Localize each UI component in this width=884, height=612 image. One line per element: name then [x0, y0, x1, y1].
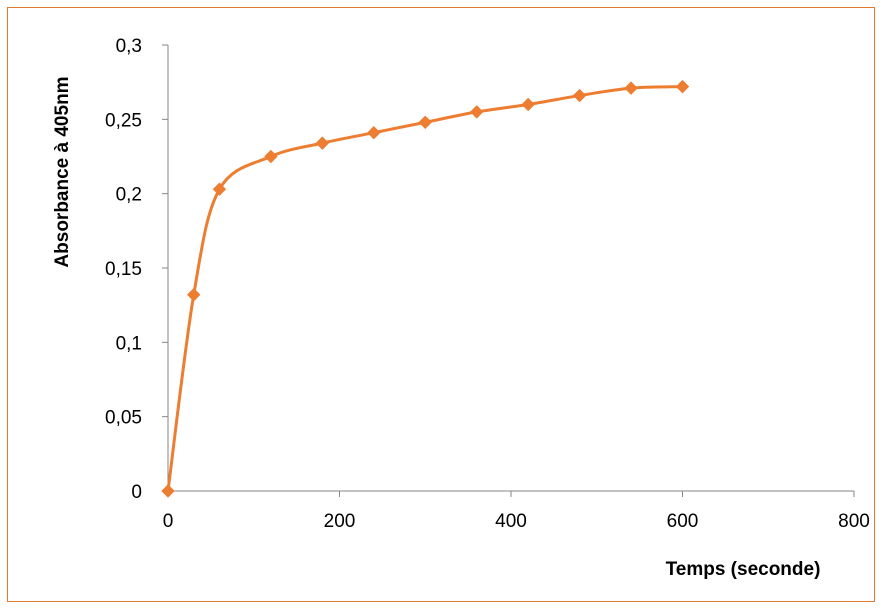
x-axis-title: Temps (seconde) — [666, 559, 821, 580]
y-axis-title: Absorbance à 405nm — [52, 76, 73, 267]
y-tick-label: 0,1 — [116, 333, 142, 354]
y-tick-label: 0,2 — [116, 185, 142, 206]
y-tick-label: 0,25 — [105, 110, 142, 131]
y-tick-label: 0,3 — [116, 36, 142, 57]
data-point-marker — [367, 126, 381, 140]
data-point-marker — [675, 79, 690, 94]
x-tick-label: 600 — [667, 511, 699, 532]
y-tick-label: 0,05 — [105, 408, 142, 429]
data-point-marker — [187, 288, 201, 302]
data-point-marker — [418, 115, 432, 130]
data-point-marker — [315, 136, 330, 150]
y-tick-label: 0,15 — [105, 259, 142, 280]
data-point-marker — [521, 97, 535, 112]
x-tick-label: 200 — [324, 511, 356, 532]
data-point-marker — [624, 81, 638, 95]
series — [161, 79, 690, 498]
x-tick-label: 800 — [838, 511, 870, 532]
chart-frame — [7, 7, 875, 602]
data-point-marker — [161, 484, 175, 498]
y-tick-label: 0 — [131, 482, 142, 503]
x-tick-label: 0 — [163, 511, 174, 532]
data-point-marker — [469, 105, 484, 119]
data-point-marker — [264, 149, 278, 164]
axes — [162, 44, 855, 497]
data-point-marker — [212, 182, 227, 196]
series-line — [166, 85, 684, 493]
data-point-marker — [572, 88, 587, 103]
x-tick-label: 400 — [495, 511, 527, 532]
tick-labels: 0 0,05 0,1 0,15 0,2 0,25 0,3 0 200 400 600 800 — [105, 36, 870, 532]
